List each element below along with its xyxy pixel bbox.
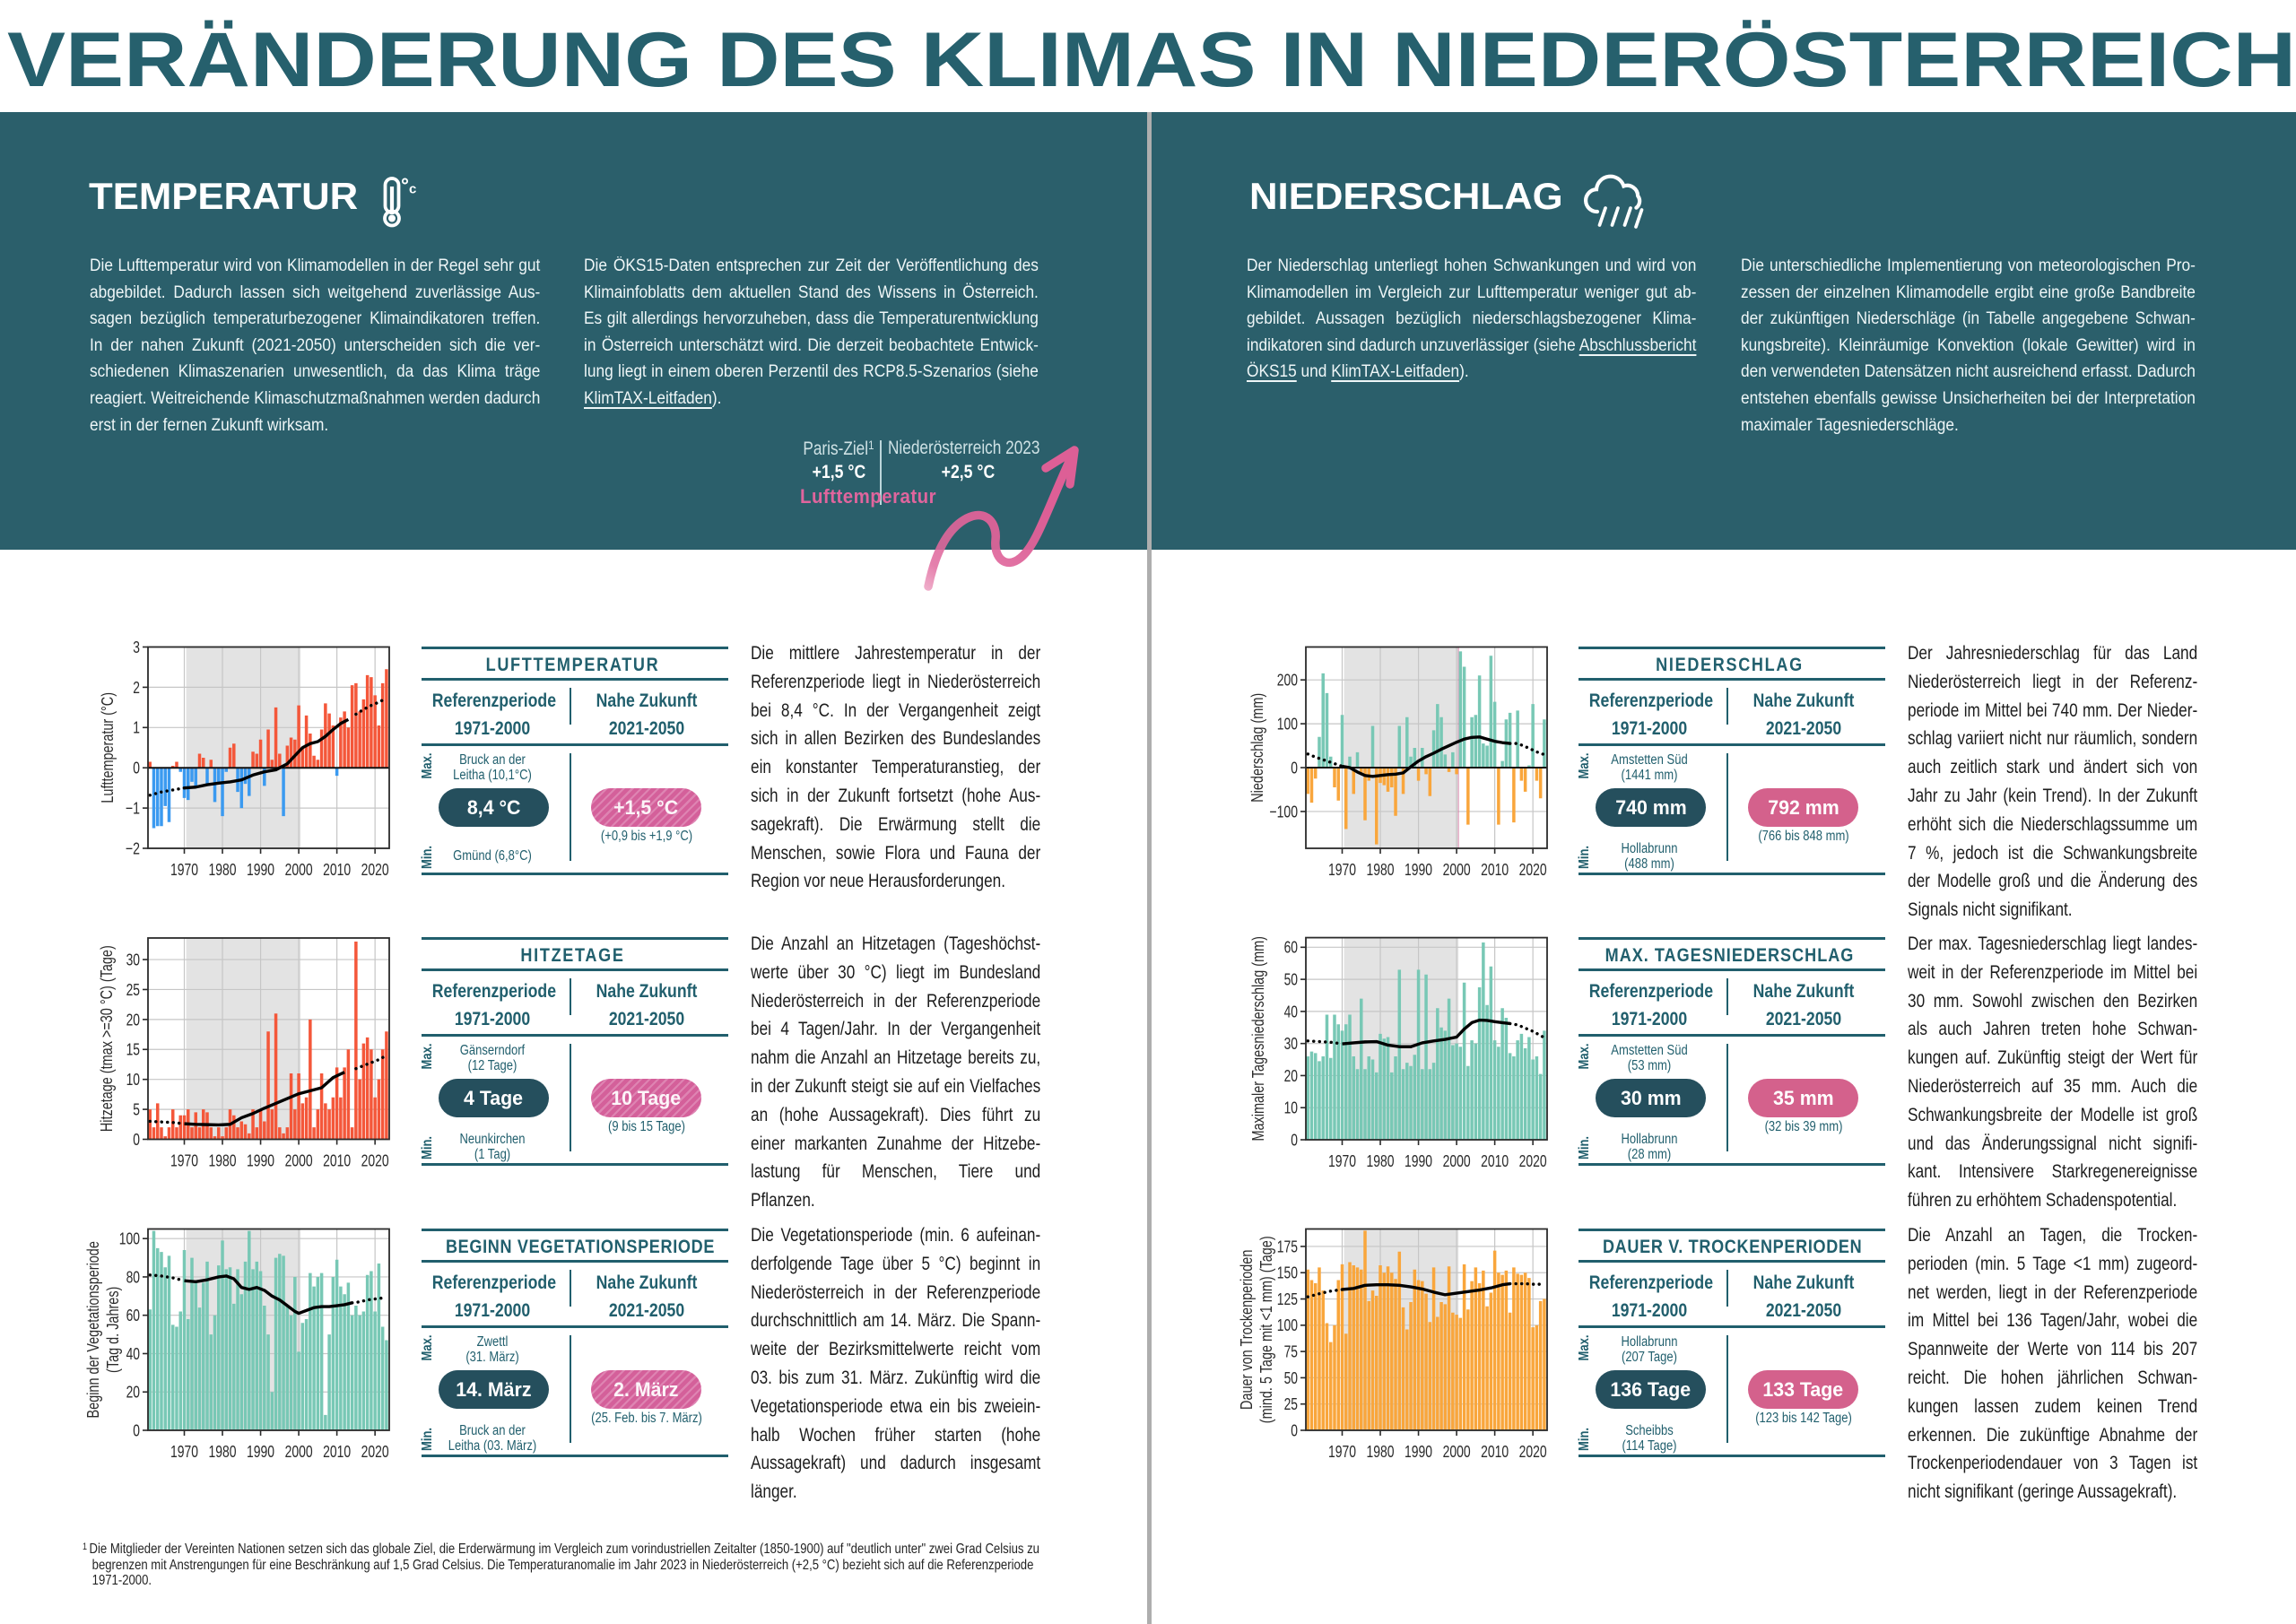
svg-text:2000: 2000 xyxy=(285,1442,313,1461)
svg-text:175: 175 xyxy=(1277,1237,1298,1255)
svg-text:1: 1 xyxy=(133,718,140,737)
svg-text:80: 80 xyxy=(126,1267,140,1286)
svg-text:(Tag d. Jahres): (Tag d. Jahres) xyxy=(103,1287,122,1373)
svg-text:2010: 2010 xyxy=(323,1442,351,1461)
svg-text:100: 100 xyxy=(1277,714,1298,733)
svg-text:20: 20 xyxy=(1284,1066,1298,1085)
svg-text:2010: 2010 xyxy=(323,860,351,879)
svg-text:0: 0 xyxy=(1291,1420,1298,1439)
svg-text:100: 100 xyxy=(119,1229,140,1248)
svg-text:15: 15 xyxy=(126,1040,140,1059)
svg-text:2000: 2000 xyxy=(1443,1442,1471,1461)
svg-text:−2: −2 xyxy=(126,838,140,857)
svg-text:25: 25 xyxy=(1284,1394,1298,1413)
svg-text:2020: 2020 xyxy=(361,860,389,879)
svg-text:100: 100 xyxy=(1277,1316,1298,1334)
svg-text:1970: 1970 xyxy=(1328,1151,1356,1170)
svg-text:Dauer von Trockenperioden: Dauer von Trockenperioden xyxy=(1237,1250,1256,1410)
svg-text:125: 125 xyxy=(1277,1290,1298,1308)
svg-text:1990: 1990 xyxy=(247,1151,274,1170)
svg-text:40: 40 xyxy=(126,1344,140,1363)
svg-text:1980: 1980 xyxy=(209,1442,237,1461)
svg-text:1980: 1980 xyxy=(1367,860,1395,879)
svg-text:2010: 2010 xyxy=(1481,1151,1509,1170)
svg-text:40: 40 xyxy=(1284,1002,1298,1020)
svg-text:−100: −100 xyxy=(1269,802,1298,821)
svg-text:150: 150 xyxy=(1277,1264,1298,1282)
svg-text:1970: 1970 xyxy=(1328,860,1356,879)
svg-text:5: 5 xyxy=(133,1099,140,1118)
svg-text:2000: 2000 xyxy=(1443,860,1471,879)
svg-text:200: 200 xyxy=(1277,671,1298,690)
svg-text:2010: 2010 xyxy=(323,1151,351,1170)
svg-text:2020: 2020 xyxy=(361,1442,389,1461)
svg-text:0: 0 xyxy=(1291,1130,1298,1149)
svg-text:30: 30 xyxy=(1284,1034,1298,1053)
svg-text:Lufttemperatur (°C): Lufttemperatur (°C) xyxy=(98,692,117,803)
svg-text:2020: 2020 xyxy=(1519,1442,1547,1461)
svg-text:1990: 1990 xyxy=(1405,860,1432,879)
svg-text:0: 0 xyxy=(133,1130,140,1149)
svg-text:50: 50 xyxy=(1284,1368,1298,1387)
svg-text:0: 0 xyxy=(1291,758,1298,777)
svg-text:1970: 1970 xyxy=(170,860,198,879)
svg-text:2020: 2020 xyxy=(1519,860,1547,879)
svg-text:1980: 1980 xyxy=(209,1151,237,1170)
svg-text:1990: 1990 xyxy=(1405,1442,1432,1461)
svg-text:Niederschlag (mm): Niederschlag (mm) xyxy=(1248,693,1266,803)
svg-text:2020: 2020 xyxy=(1519,1151,1547,1170)
svg-text:1970: 1970 xyxy=(170,1151,198,1170)
svg-text:1990: 1990 xyxy=(247,1442,274,1461)
svg-text:0: 0 xyxy=(133,1420,140,1439)
svg-text:2010: 2010 xyxy=(1481,860,1509,879)
svg-text:30: 30 xyxy=(126,950,140,968)
svg-text:3: 3 xyxy=(133,638,140,656)
svg-text:60: 60 xyxy=(126,1306,140,1324)
svg-text:2: 2 xyxy=(133,678,140,697)
svg-text:10: 10 xyxy=(1284,1099,1298,1117)
svg-text:2000: 2000 xyxy=(285,860,313,879)
svg-text:−1: −1 xyxy=(126,799,140,818)
svg-text:1980: 1980 xyxy=(1367,1442,1395,1461)
svg-text:c: c xyxy=(409,182,416,197)
svg-text:1980: 1980 xyxy=(209,860,237,879)
svg-text:50: 50 xyxy=(1284,970,1298,989)
svg-text:2000: 2000 xyxy=(1443,1151,1471,1170)
svg-text:25: 25 xyxy=(126,980,140,999)
svg-text:2000: 2000 xyxy=(285,1151,313,1170)
svg-text:2020: 2020 xyxy=(361,1151,389,1170)
svg-text:20: 20 xyxy=(126,1383,140,1402)
svg-text:20: 20 xyxy=(126,1010,140,1029)
svg-text:Beginn der Vegetationsperiode: Beginn der Vegetationsperiode xyxy=(83,1241,102,1418)
svg-text:Hitzetage (tmax >=30 °C) (Tage: Hitzetage (tmax >=30 °C) (Tage) xyxy=(97,945,116,1132)
svg-text:1970: 1970 xyxy=(1328,1442,1356,1461)
svg-text:60: 60 xyxy=(1284,938,1298,957)
svg-text:1980: 1980 xyxy=(1367,1151,1395,1170)
svg-text:0: 0 xyxy=(133,759,140,777)
svg-text:75: 75 xyxy=(1284,1342,1298,1361)
svg-text:1970: 1970 xyxy=(170,1442,198,1461)
svg-text:10: 10 xyxy=(126,1070,140,1089)
svg-text:(mind. 5 Tage mit <1 mm) (Tage: (mind. 5 Tage mit <1 mm) (Tage) xyxy=(1257,1236,1275,1423)
svg-text:2010: 2010 xyxy=(1481,1442,1509,1461)
svg-text:1990: 1990 xyxy=(247,860,274,879)
svg-text:1990: 1990 xyxy=(1405,1151,1432,1170)
svg-text:Maximaler Tagesniederschlag (m: Maximaler Tagesniederschlag (mm) xyxy=(1248,936,1267,1142)
